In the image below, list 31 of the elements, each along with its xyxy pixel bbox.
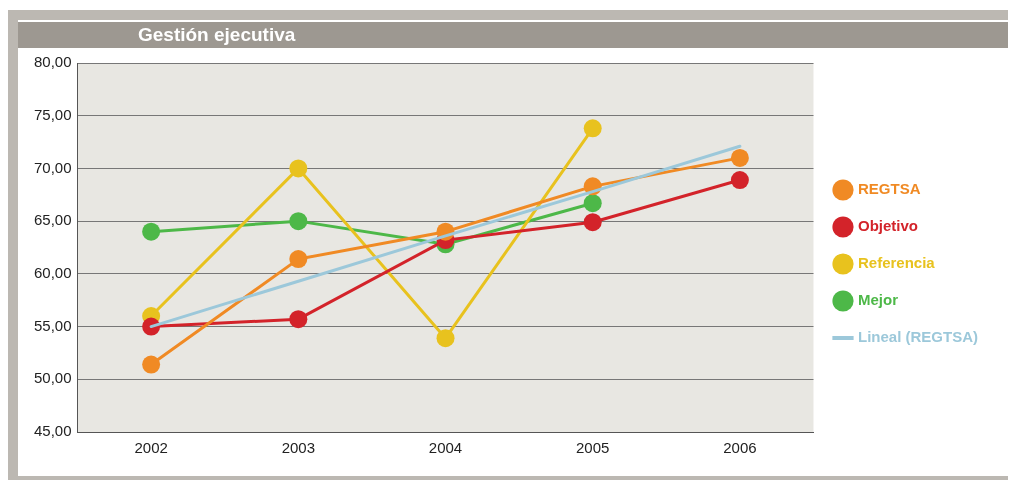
point xyxy=(583,194,602,213)
x-tick-label: 2004 xyxy=(428,439,463,457)
point xyxy=(289,250,308,269)
legend-label: REGTSA xyxy=(857,180,921,198)
legend-label: Mejor xyxy=(857,291,899,309)
x-tick-label: 2003 xyxy=(281,439,316,457)
legend-label: Lineal (REGTSA) xyxy=(857,328,979,346)
point xyxy=(583,213,602,232)
x-tick-label: 2006 xyxy=(723,439,757,457)
point xyxy=(142,222,161,241)
y-tick-label: 65,00 xyxy=(33,211,72,229)
y-tick-label: 55,00 xyxy=(33,316,72,334)
y-tick-label: 45,00 xyxy=(33,422,72,440)
legend-label: Objetivo xyxy=(857,217,919,235)
y-tick-label: 80,00 xyxy=(33,53,72,71)
y-tick-label: 50,00 xyxy=(33,369,72,387)
x-tick-label: 2002 xyxy=(134,439,168,457)
x-tick-label: 2005 xyxy=(576,439,610,457)
point xyxy=(289,159,308,178)
point xyxy=(583,119,602,138)
point xyxy=(289,212,308,231)
y-tick-label: 75,00 xyxy=(33,105,72,123)
point xyxy=(436,329,455,348)
point xyxy=(730,148,749,167)
point xyxy=(142,355,161,374)
chart-title: Gestión ejecutiva xyxy=(18,22,1008,48)
legend-label: Referencia xyxy=(857,254,936,272)
y-tick-label: 60,00 xyxy=(33,264,72,281)
y-tick-label: 70,00 xyxy=(33,158,72,176)
point xyxy=(730,171,749,190)
point xyxy=(289,310,308,329)
